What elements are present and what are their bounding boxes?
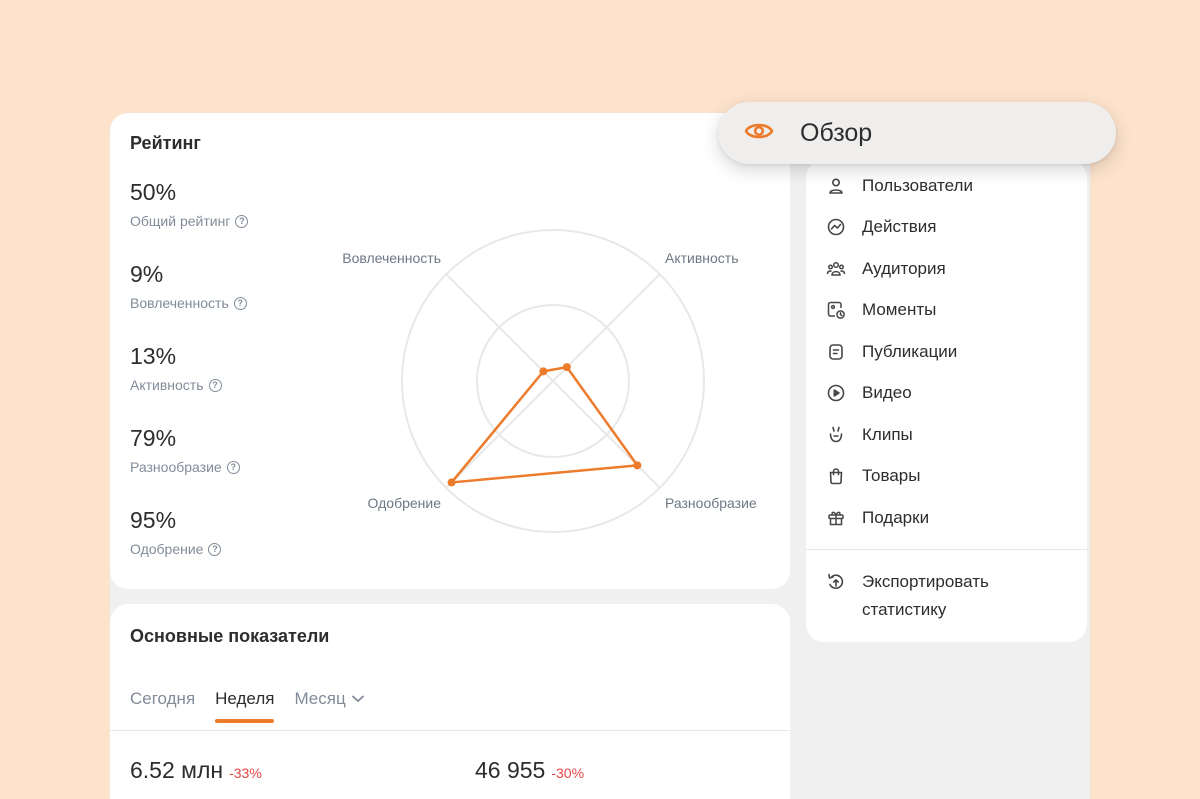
radar-axis-label-diversity: Разнообразие [665,495,757,511]
sidebar-item-label: Аудитория [862,259,946,278]
sidebar-item-clips[interactable]: Клипы [826,425,913,445]
metric-delta: -30% [551,765,585,781]
stat-value: 50% [130,179,177,205]
sidebar-item-label: Подарки [862,508,930,527]
export-icon [826,572,846,592]
sidebar-item-gifts[interactable]: Подарки [826,508,929,528]
sidebar-divider [806,549,1087,550]
radar-series-shape [450,365,639,484]
rating-title: Рейтинг [130,133,201,153]
sidebar-item-moments[interactable]: Моменты [826,300,936,320]
export-label: Экспортировать статистику [862,572,989,619]
sidebar-item-label: Клипы [862,425,913,444]
sidebar-item-label: Обзор [800,118,873,147]
post-icon [826,342,846,362]
radar-inner-ring [476,304,630,458]
chevron-down-icon [351,695,364,703]
help-icon[interactable]: ? [226,460,240,474]
radar-chart: Вовлеченность Активность Разнообразие Од… [342,229,757,533]
stat-value: 9% [130,261,164,287]
sidebar-item-actions[interactable]: Действия [826,217,936,237]
period-tabs: Сегодня Неделя Месяц [130,689,364,723]
radar-point-diversity [633,461,642,470]
stat-label: Общий рейтинг [130,213,231,229]
radar-axis-line [445,273,661,489]
sidebar-item-label: Видео [862,383,912,402]
stat-diversity: 79% Разнообразие? [130,425,240,475]
stat-label: Одобрение [130,541,204,557]
tabs-divider [110,730,790,731]
stat-label: Вовлеченность [130,295,229,311]
stat-activity: 13% Активность? [130,343,222,393]
user-icon [826,176,846,196]
sidebar-item-label: Товары [862,466,921,485]
sidebar-item-users[interactable]: Пользователи [826,176,973,196]
sidebar-item-label: Действия [862,217,937,236]
help-icon[interactable]: ? [233,296,247,310]
sidebar-item-video[interactable]: Видео [826,383,912,403]
radar-axis-label-approval: Одобрение [368,495,442,511]
metric-value: 6.52 млн [130,757,224,783]
help-icon[interactable]: ? [208,378,222,392]
sidebar-item-audience[interactable]: Аудитория [826,259,946,279]
stat-overall: 50% Общий рейтинг? [130,179,249,229]
radar-axis-label-activity: Активность [665,250,739,266]
sidebar-item-label: Публикации [862,342,958,361]
radar-point-activity [562,363,571,372]
export-stats-button[interactable]: Экспортировать статистику [826,568,1042,624]
stat-value: 79% [130,425,177,451]
help-icon[interactable]: ? [208,542,222,556]
tab-month-label: Месяц [294,689,346,708]
sidebar-item-overview[interactable]: Обзор [718,102,1116,164]
sidebar-nav: Пользователи Действия Аудитория Моменты … [806,160,1087,642]
eye-icon [744,120,774,147]
tab-today[interactable]: Сегодня [130,689,196,708]
sidebar-item-label: Моменты [862,300,937,319]
metrics-title: Основные показатели [130,626,330,646]
activity-icon [826,217,846,237]
stat-label: Активность [130,377,204,393]
tab-month[interactable]: Месяц [294,689,364,723]
video-icon [826,383,846,403]
radar-outer-ring [401,229,705,533]
sidebar-item-goods[interactable]: Товары [826,466,920,486]
stat-engagement: 9% Вовлеченность? [130,261,247,311]
audience-icon [826,259,846,279]
help-icon[interactable]: ? [235,214,249,228]
stat-value: 13% [130,343,177,369]
key-metrics-card: Основные показатели Сегодня Неделя Месяц… [110,604,790,799]
sidebar-item-posts[interactable]: Публикации [826,342,957,362]
stat-value: 95% [130,507,177,533]
bag-icon [826,466,846,486]
metric-delta: -33% [229,765,262,781]
radar-point-approval [447,478,456,487]
metric-item: 6.52 млн -33% [130,757,262,784]
sidebar-item-label: Пользователи [862,176,973,195]
tab-week[interactable]: Неделя [215,689,275,723]
clips-icon [826,425,846,445]
stat-label: Разнообразие [130,459,222,475]
radar-axis-label-engagement: Вовлеченность [342,250,441,266]
radar-point-engagement [539,367,548,376]
moments-icon [826,300,846,320]
gift-icon [826,508,846,528]
stat-approval: 95% Одобрение? [130,507,222,557]
rating-card: Рейтинг 50% Общий рейтинг? 9% Вовлеченно… [110,113,790,589]
metric-item: 46 955 -30% [475,757,584,784]
metric-value: 46 955 [475,757,546,783]
